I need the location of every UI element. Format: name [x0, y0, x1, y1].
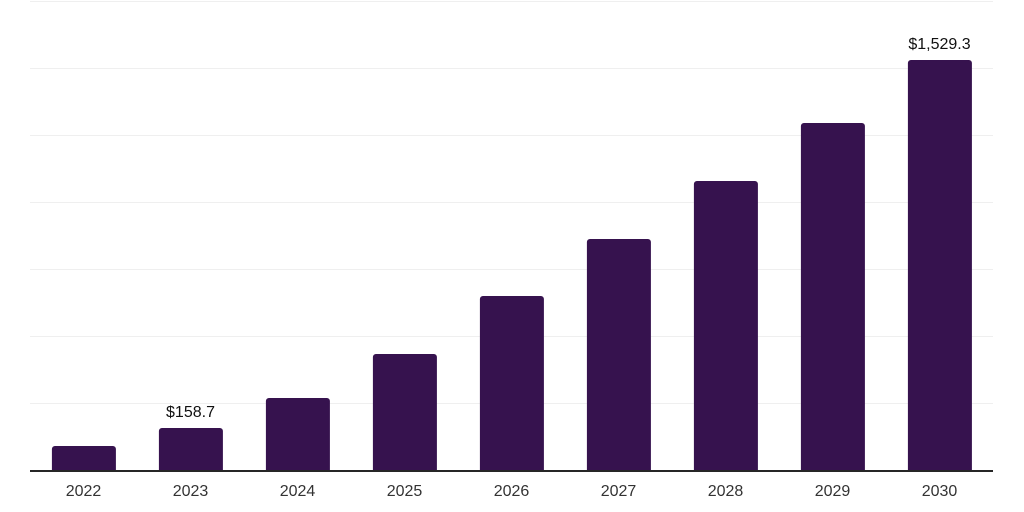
x-axis-line — [30, 470, 993, 472]
bar-2022 — [51, 446, 116, 470]
x-tick-2029: 2029 — [814, 483, 851, 500]
bar-2030 — [907, 60, 972, 470]
bar-group-2025 — [351, 1, 458, 470]
data-label-2023: $158.7 — [166, 403, 215, 421]
bar-2025 — [372, 353, 437, 470]
bar-group-2029 — [779, 1, 886, 470]
bar-group-2022 — [30, 1, 137, 470]
x-tick-2025: 2025 — [386, 483, 423, 500]
gridline — [30, 135, 993, 136]
x-tick-2022: 2022 — [65, 483, 102, 500]
plot-area: $158.7 $1,529.3 — [30, 1, 993, 470]
bar-group-2027 — [565, 1, 672, 470]
gridline — [30, 68, 993, 69]
x-tick-2027: 2027 — [600, 483, 637, 500]
bar-2026 — [479, 296, 544, 470]
x-tick-2028: 2028 — [707, 483, 744, 500]
x-tick-2024: 2024 — [279, 483, 316, 500]
bar-group-2023: $158.7 — [137, 1, 244, 470]
bar-2027 — [586, 239, 651, 470]
gridline — [30, 1, 993, 2]
x-tick-2030: 2030 — [921, 483, 958, 500]
bar-group-2026 — [458, 1, 565, 470]
gridline — [30, 202, 993, 203]
bar-group-2028 — [672, 1, 779, 470]
bar-group-2030: $1,529.3 — [886, 1, 993, 470]
bar-2023 — [158, 427, 223, 470]
bar-group-2024 — [244, 1, 351, 470]
bar-2024 — [265, 398, 330, 470]
data-label-2030: $1,529.3 — [908, 36, 971, 54]
x-axis-tick-labels: 2022 2023 2024 2025 2026 2027 2028 2029 2030 — [30, 484, 993, 500]
bar-2028 — [693, 181, 758, 470]
x-tick-2026: 2026 — [493, 483, 530, 500]
x-tick-2023: 2023 — [172, 483, 209, 500]
gridline — [30, 269, 993, 270]
bar-2029 — [800, 122, 865, 470]
bar-series: $158.7 $1,529.3 — [30, 1, 993, 470]
